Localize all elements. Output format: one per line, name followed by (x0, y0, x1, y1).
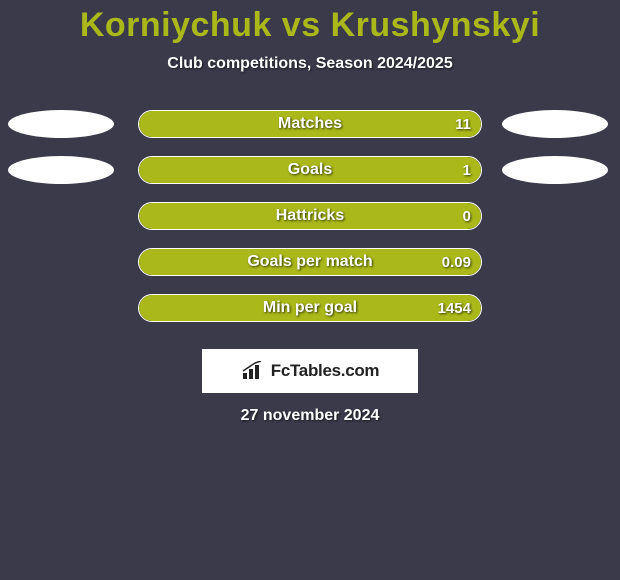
fctables-logo: FcTables.com (202, 349, 418, 393)
stats-area: Matches 11 Goals 1 Hattricks 0 (0, 101, 620, 331)
bar-fill (139, 111, 481, 137)
right-ellipse (502, 110, 608, 138)
subtitle: Club competitions, Season 2024/2025 (0, 55, 620, 73)
stat-row-goals-per-match: Goals per match 0.09 (0, 239, 620, 285)
stat-row-goals: Goals 1 (0, 147, 620, 193)
bar-fill (139, 157, 481, 183)
logo-text: FcTables.com (271, 361, 380, 381)
bar-fill (139, 295, 481, 321)
bar-fill (139, 203, 481, 229)
bar-outer: Min per goal 1454 (138, 294, 482, 322)
bar-outer: Goals per match 0.09 (138, 248, 482, 276)
right-ellipse (502, 156, 608, 184)
bar-outer: Hattricks 0 (138, 202, 482, 230)
bar-outer: Goals 1 (138, 156, 482, 184)
date-line: 27 november 2024 (0, 407, 620, 425)
bar-chart-icon (241, 361, 265, 381)
left-ellipse (8, 110, 114, 138)
comparison-infographic: Korniychuk vs Krushynskyi Club competiti… (0, 0, 620, 580)
bar-outer: Matches 11 (138, 110, 482, 138)
stat-row-hattricks: Hattricks 0 (0, 193, 620, 239)
stat-row-min-per-goal: Min per goal 1454 (0, 285, 620, 331)
left-ellipse (8, 156, 114, 184)
bar-fill (139, 249, 481, 275)
stat-row-matches: Matches 11 (0, 101, 620, 147)
page-title: Korniychuk vs Krushynskyi (0, 0, 620, 45)
